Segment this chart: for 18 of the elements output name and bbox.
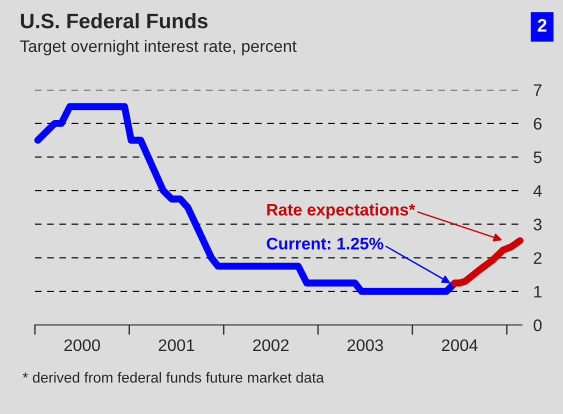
y-tick-label: 7 [534,84,542,96]
annotation: Rate expectations* [267,203,416,219]
y-tick-label: 6 [534,118,542,130]
chart-title: U.S. Federal Funds [20,13,208,28]
y-tick-label: 4 [533,185,542,197]
annotation: Current: 1.25% [266,238,384,250]
x-tick-label: 2003 [348,339,384,352]
y-tick-label: 5 [534,152,542,164]
y-tick-label: 0 [534,319,542,332]
text: * derived from federal funds future market data [22,372,324,383]
y-tick-label: 1 [534,286,542,298]
x-tick-label: 2004 [442,339,478,352]
x-tick-label: 2001 [158,339,194,352]
y-tick-label: 2 [534,252,542,264]
x-tick-label: 2002 [253,339,289,352]
chart-subtitle: Target overnight interest rate, percent [20,40,297,56]
x-tick-label: 2000 [64,339,100,352]
y-tick-label: 3 [534,218,542,230]
